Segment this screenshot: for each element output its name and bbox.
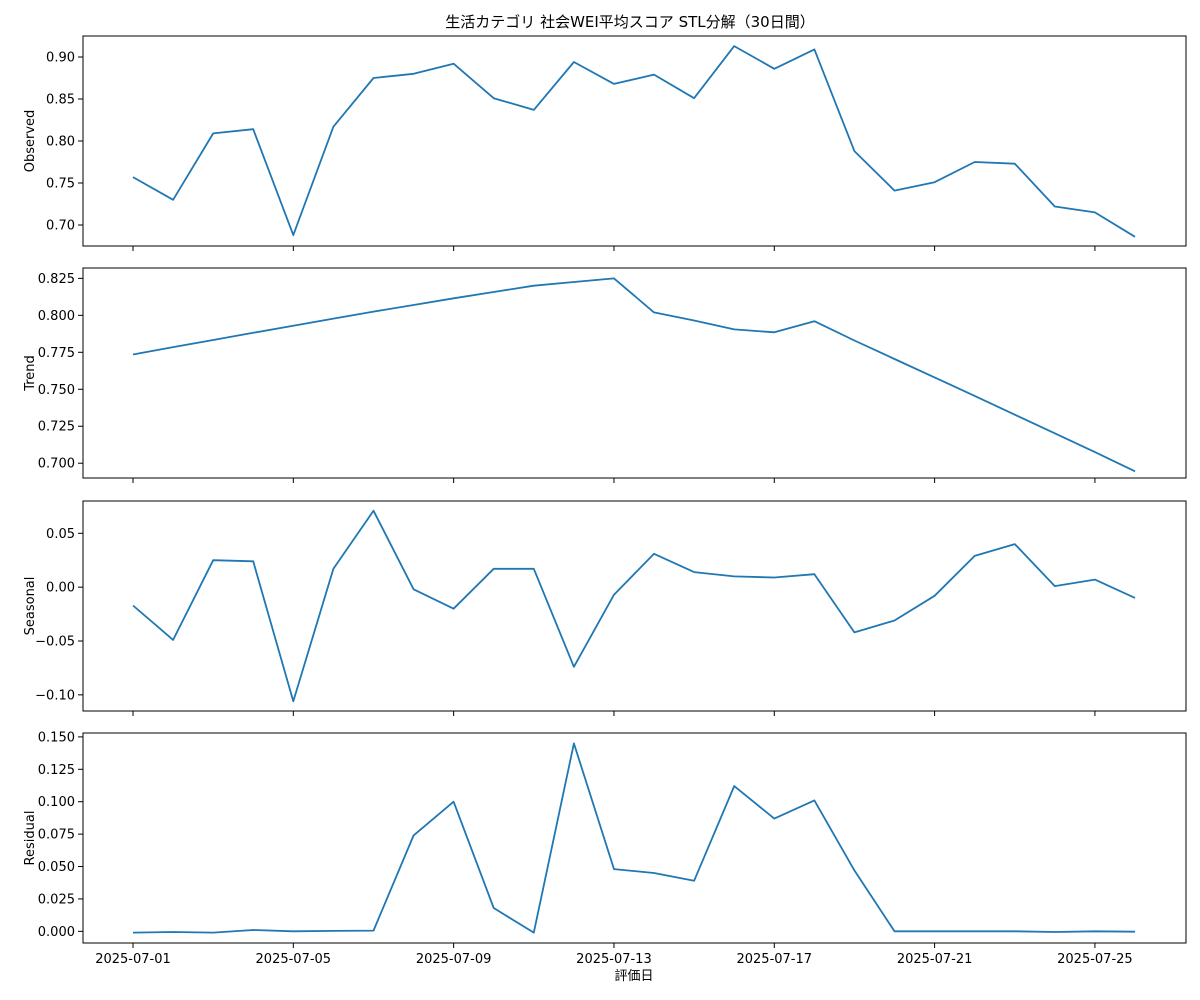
y-tick-label: 0.85 [46, 93, 75, 108]
panel-observed: 0.70 0.75 0.80 0.85 0.90 Observed [23, 35, 1187, 251]
y-tick-label: 0.050 [38, 860, 75, 875]
y-tick-label: 0.75 [46, 177, 75, 192]
x-tick-label: 2025-07-01 [95, 952, 171, 967]
y-axis-label: Seasonal [23, 577, 38, 636]
y-tick-label: 0.700 [38, 457, 75, 472]
axes-frame [82, 500, 1187, 712]
series-line-seasonal [132, 509, 1136, 703]
y-axis-label: Observed [23, 110, 38, 173]
y-tick-label: 0.775 [38, 346, 75, 361]
panel-seasonal: −0.10 −0.05 0.00 0.05 Seasonal [23, 500, 1187, 716]
y-tick-label: 0.750 [38, 383, 75, 398]
axes-frame [82, 732, 1187, 944]
y-tick-label: 0.800 [38, 309, 75, 324]
x-tick-label: 2025-07-21 [897, 952, 973, 967]
x-tick-label: 2025-07-05 [256, 952, 332, 967]
figure-title: 生活カテゴリ 社会WEI平均スコア STL分解（30日間） [445, 13, 814, 31]
y-tick-label: 0.725 [38, 420, 75, 435]
y-tick-label: 0.150 [38, 730, 75, 745]
y-tick-label: 0.70 [46, 219, 75, 234]
y-tick-label: 0.05 [46, 527, 75, 542]
y-axis-label: Trend [23, 355, 38, 392]
y-tick-label: 0.075 [38, 828, 75, 843]
y-tick-label: 0.00 [46, 581, 75, 596]
y-tick-label: 0.025 [38, 892, 75, 907]
x-tick-label: 2025-07-17 [736, 952, 812, 967]
y-tick-label: −0.10 [35, 688, 75, 703]
y-tick-label: 0.825 [38, 272, 75, 287]
series-line-observed [132, 45, 1136, 238]
series-line-trend [132, 277, 1136, 473]
y-tick-label: 0.80 [46, 135, 75, 150]
axes-frame [82, 267, 1187, 479]
y-tick-label: −0.05 [35, 635, 75, 650]
x-tick-label: 2025-07-25 [1057, 952, 1133, 967]
y-axis-label: Residual [23, 811, 38, 866]
y-tick-label: 0.90 [46, 51, 75, 66]
axes-frame [82, 35, 1187, 247]
y-tick-label: 0.100 [38, 795, 75, 810]
y-tick-label: 0.000 [38, 925, 75, 940]
panel-trend: 0.700 0.725 0.750 0.775 0.800 0.825 Trend [23, 267, 1187, 483]
x-tick-label: 2025-07-13 [576, 952, 652, 967]
series-line-residual [132, 742, 1136, 934]
x-axis-label: 評価日 [614, 969, 653, 984]
x-tick-label: 2025-07-09 [416, 952, 492, 967]
panel-residual: 0.000 0.025 0.050 0.075 0.100 0.125 0.150 2025-… [23, 730, 1187, 967]
y-tick-label: 0.125 [38, 763, 75, 778]
